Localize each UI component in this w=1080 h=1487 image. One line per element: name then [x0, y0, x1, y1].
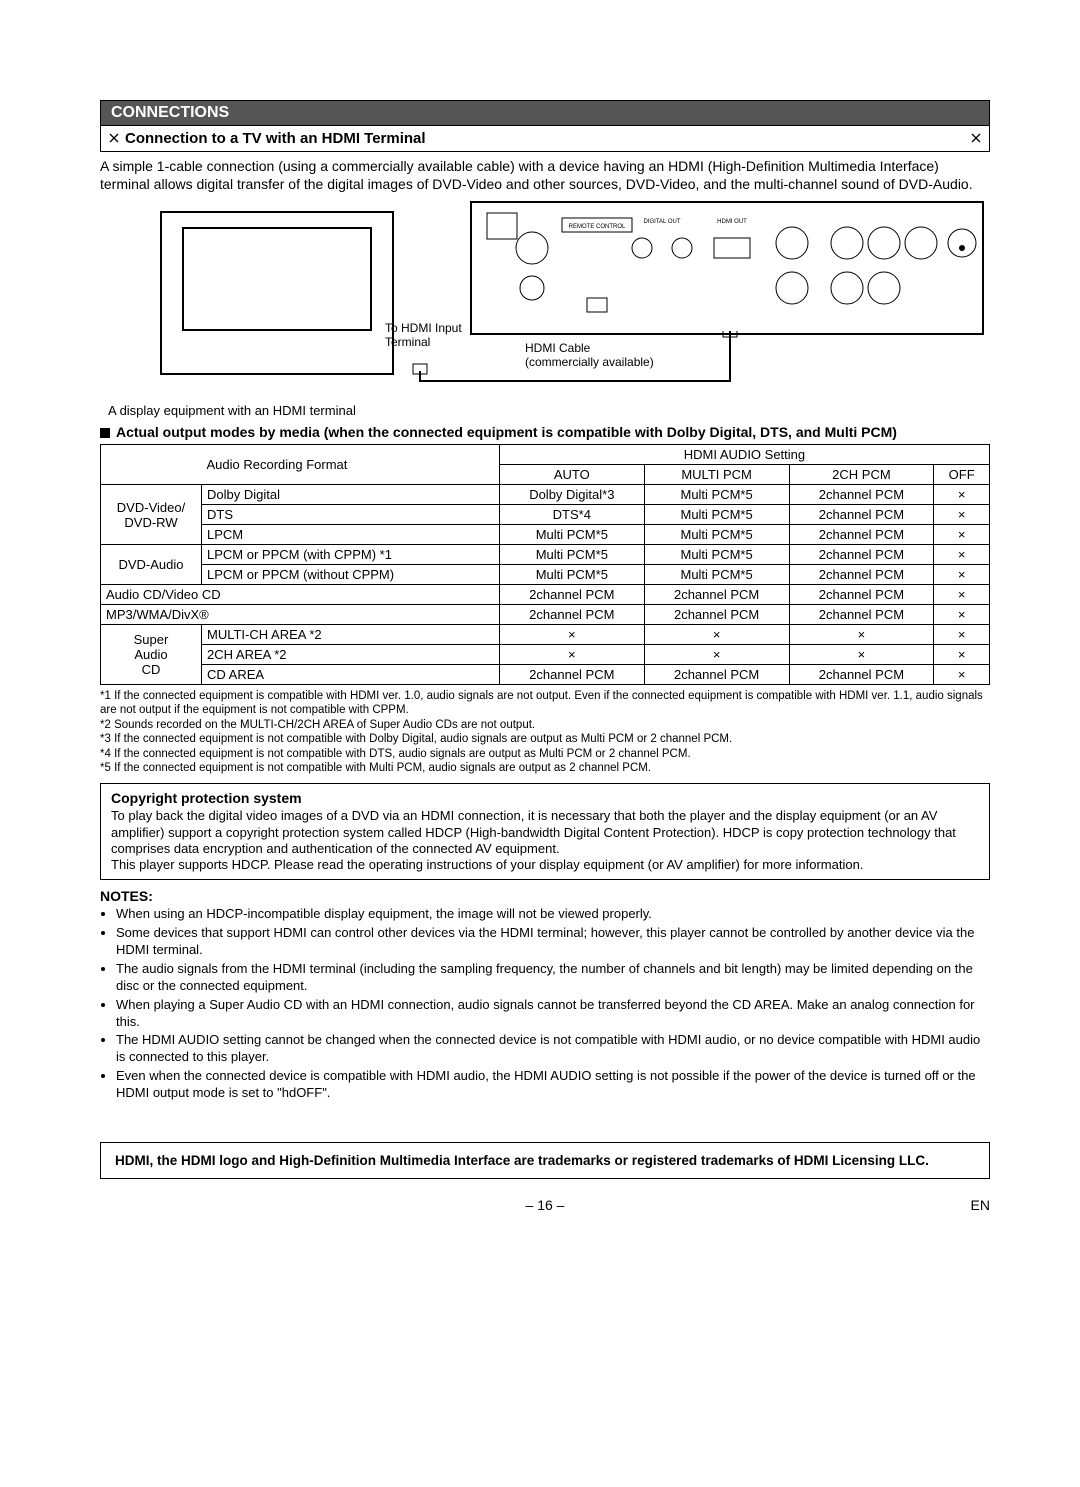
- footnotes: *1 If the connected equipment is compati…: [100, 689, 990, 775]
- subtitle-bar: Connection to a TV with an HDMI Terminal: [100, 125, 990, 152]
- page-number: – 16 –: [160, 1197, 930, 1213]
- trademark-box: HDMI, the HDMI logo and High-Definition …: [100, 1142, 990, 1179]
- footnote: *1 If the connected equipment is compati…: [100, 689, 990, 718]
- copyright-box: Copyright protection system To play back…: [100, 783, 990, 880]
- square-bullet-icon: [100, 428, 110, 438]
- hdmi-cable-icon: [380, 331, 760, 391]
- table-heading-text: Actual output modes by media (when the c…: [116, 424, 897, 440]
- svg-text:DIGITAL OUT: DIGITAL OUT: [643, 219, 680, 225]
- connection-diagram: REMOTE CONTROL DIGITAL OUT HDMI OUT To H…: [100, 201, 990, 401]
- svg-text:HDMI OUT: HDMI OUT: [717, 219, 747, 225]
- notes-list: When using an HDCP-incompatible display …: [100, 906, 990, 1102]
- copyright-para1: To play back the digital video images of…: [111, 808, 979, 857]
- section-header: CONNECTIONS: [100, 100, 990, 125]
- page-footer: – 16 – EN: [100, 1197, 990, 1213]
- player-back-panel: REMOTE CONTROL DIGITAL OUT HDMI OUT: [470, 201, 984, 335]
- output-modes-table: Audio Recording FormatHDMI AUDIO Setting…: [100, 444, 990, 685]
- table-heading: Actual output modes by media (when the c…: [100, 424, 990, 440]
- notes-heading: NOTES:: [100, 888, 990, 904]
- footnote: *3 If the connected equipment is not com…: [100, 732, 990, 746]
- tv-screen: [182, 227, 372, 331]
- note-item: The audio signals from the HDMI terminal…: [116, 961, 990, 995]
- page-lang: EN: [930, 1197, 990, 1213]
- footnote: *4 If the connected equipment is not com…: [100, 747, 990, 761]
- note-item: The HDMI AUDIO setting cannot be changed…: [116, 1032, 990, 1066]
- footnote: *5 If the connected equipment is not com…: [100, 761, 990, 775]
- note-item: Some devices that support HDMI can contr…: [116, 925, 990, 959]
- intro-paragraph: A simple 1-cable connection (using a com…: [100, 158, 990, 193]
- scissor-left-icon: [107, 131, 121, 147]
- subtitle-text: Connection to a TV with an HDMI Terminal: [121, 130, 969, 147]
- copyright-para2: This player supports HDCP. Please read t…: [111, 857, 979, 873]
- display-equipment-caption: A display equipment with an HDMI termina…: [108, 403, 990, 418]
- note-item: When using an HDCP-incompatible display …: [116, 906, 990, 923]
- document-page: CONNECTIONS Connection to a TV with an H…: [0, 0, 1080, 1253]
- footnote: *2 Sounds recorded on the MULTI-CH/2CH A…: [100, 718, 990, 732]
- tv-outline: [160, 211, 394, 375]
- note-item: Even when the connected device is compat…: [116, 1068, 990, 1102]
- svg-text:REMOTE CONTROL: REMOTE CONTROL: [569, 224, 626, 230]
- note-item: When playing a Super Audio CD with an HD…: [116, 997, 990, 1031]
- footer-spacer: [100, 1197, 160, 1213]
- scissor-right-icon: [969, 131, 983, 147]
- copyright-title: Copyright protection system: [111, 790, 979, 806]
